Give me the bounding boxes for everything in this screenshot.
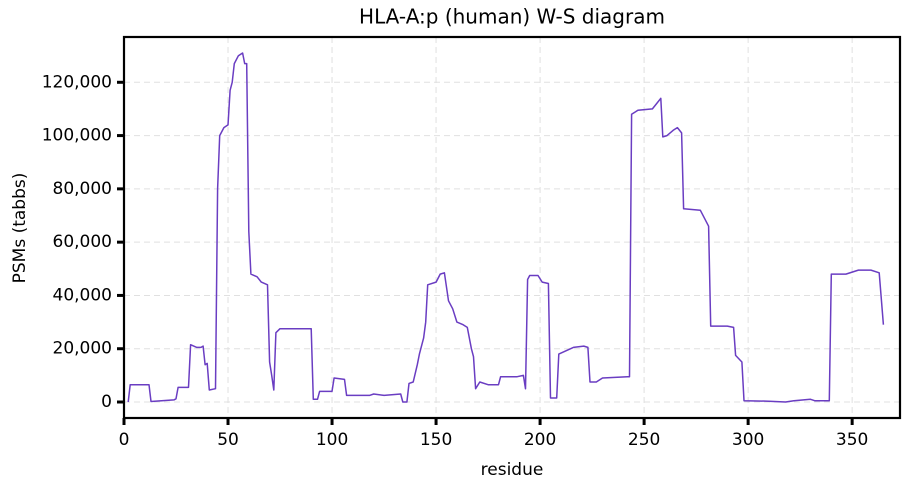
x-tick-label: 250 bbox=[628, 430, 660, 450]
x-tick-label: 100 bbox=[316, 430, 348, 450]
y-tick-label: 100,000 bbox=[42, 126, 112, 146]
plot bbox=[127, 52, 885, 403]
x-tick-label: 50 bbox=[217, 430, 239, 450]
y-tick-label: 20,000 bbox=[53, 339, 112, 359]
y-tick-label: 0 bbox=[101, 392, 112, 412]
y-axis-label: PSMs (tabbs) bbox=[10, 173, 30, 284]
y-tick-label: 60,000 bbox=[53, 232, 112, 252]
x-tick-label: 350 bbox=[836, 430, 868, 450]
chart-title: HLA-A:p (human) W-S diagram bbox=[359, 5, 665, 29]
x-tick-label: 0 bbox=[119, 430, 130, 450]
x-axis-label: residue bbox=[481, 460, 544, 480]
x-tick-label: 150 bbox=[420, 430, 452, 450]
x-tick-label: 300 bbox=[732, 430, 764, 450]
y-tick-label: 120,000 bbox=[42, 72, 112, 92]
data-line bbox=[127, 52, 885, 403]
grid bbox=[123, 37, 900, 418]
y-tick-label: 40,000 bbox=[53, 285, 112, 305]
ticks: 0 20,000 40,000 60,000 80,000 100,000 120,000 0… bbox=[42, 72, 869, 450]
x-tick-label: 200 bbox=[524, 430, 556, 450]
plot-frame bbox=[122, 35, 902, 420]
y-tick-label: 80,000 bbox=[53, 179, 112, 199]
